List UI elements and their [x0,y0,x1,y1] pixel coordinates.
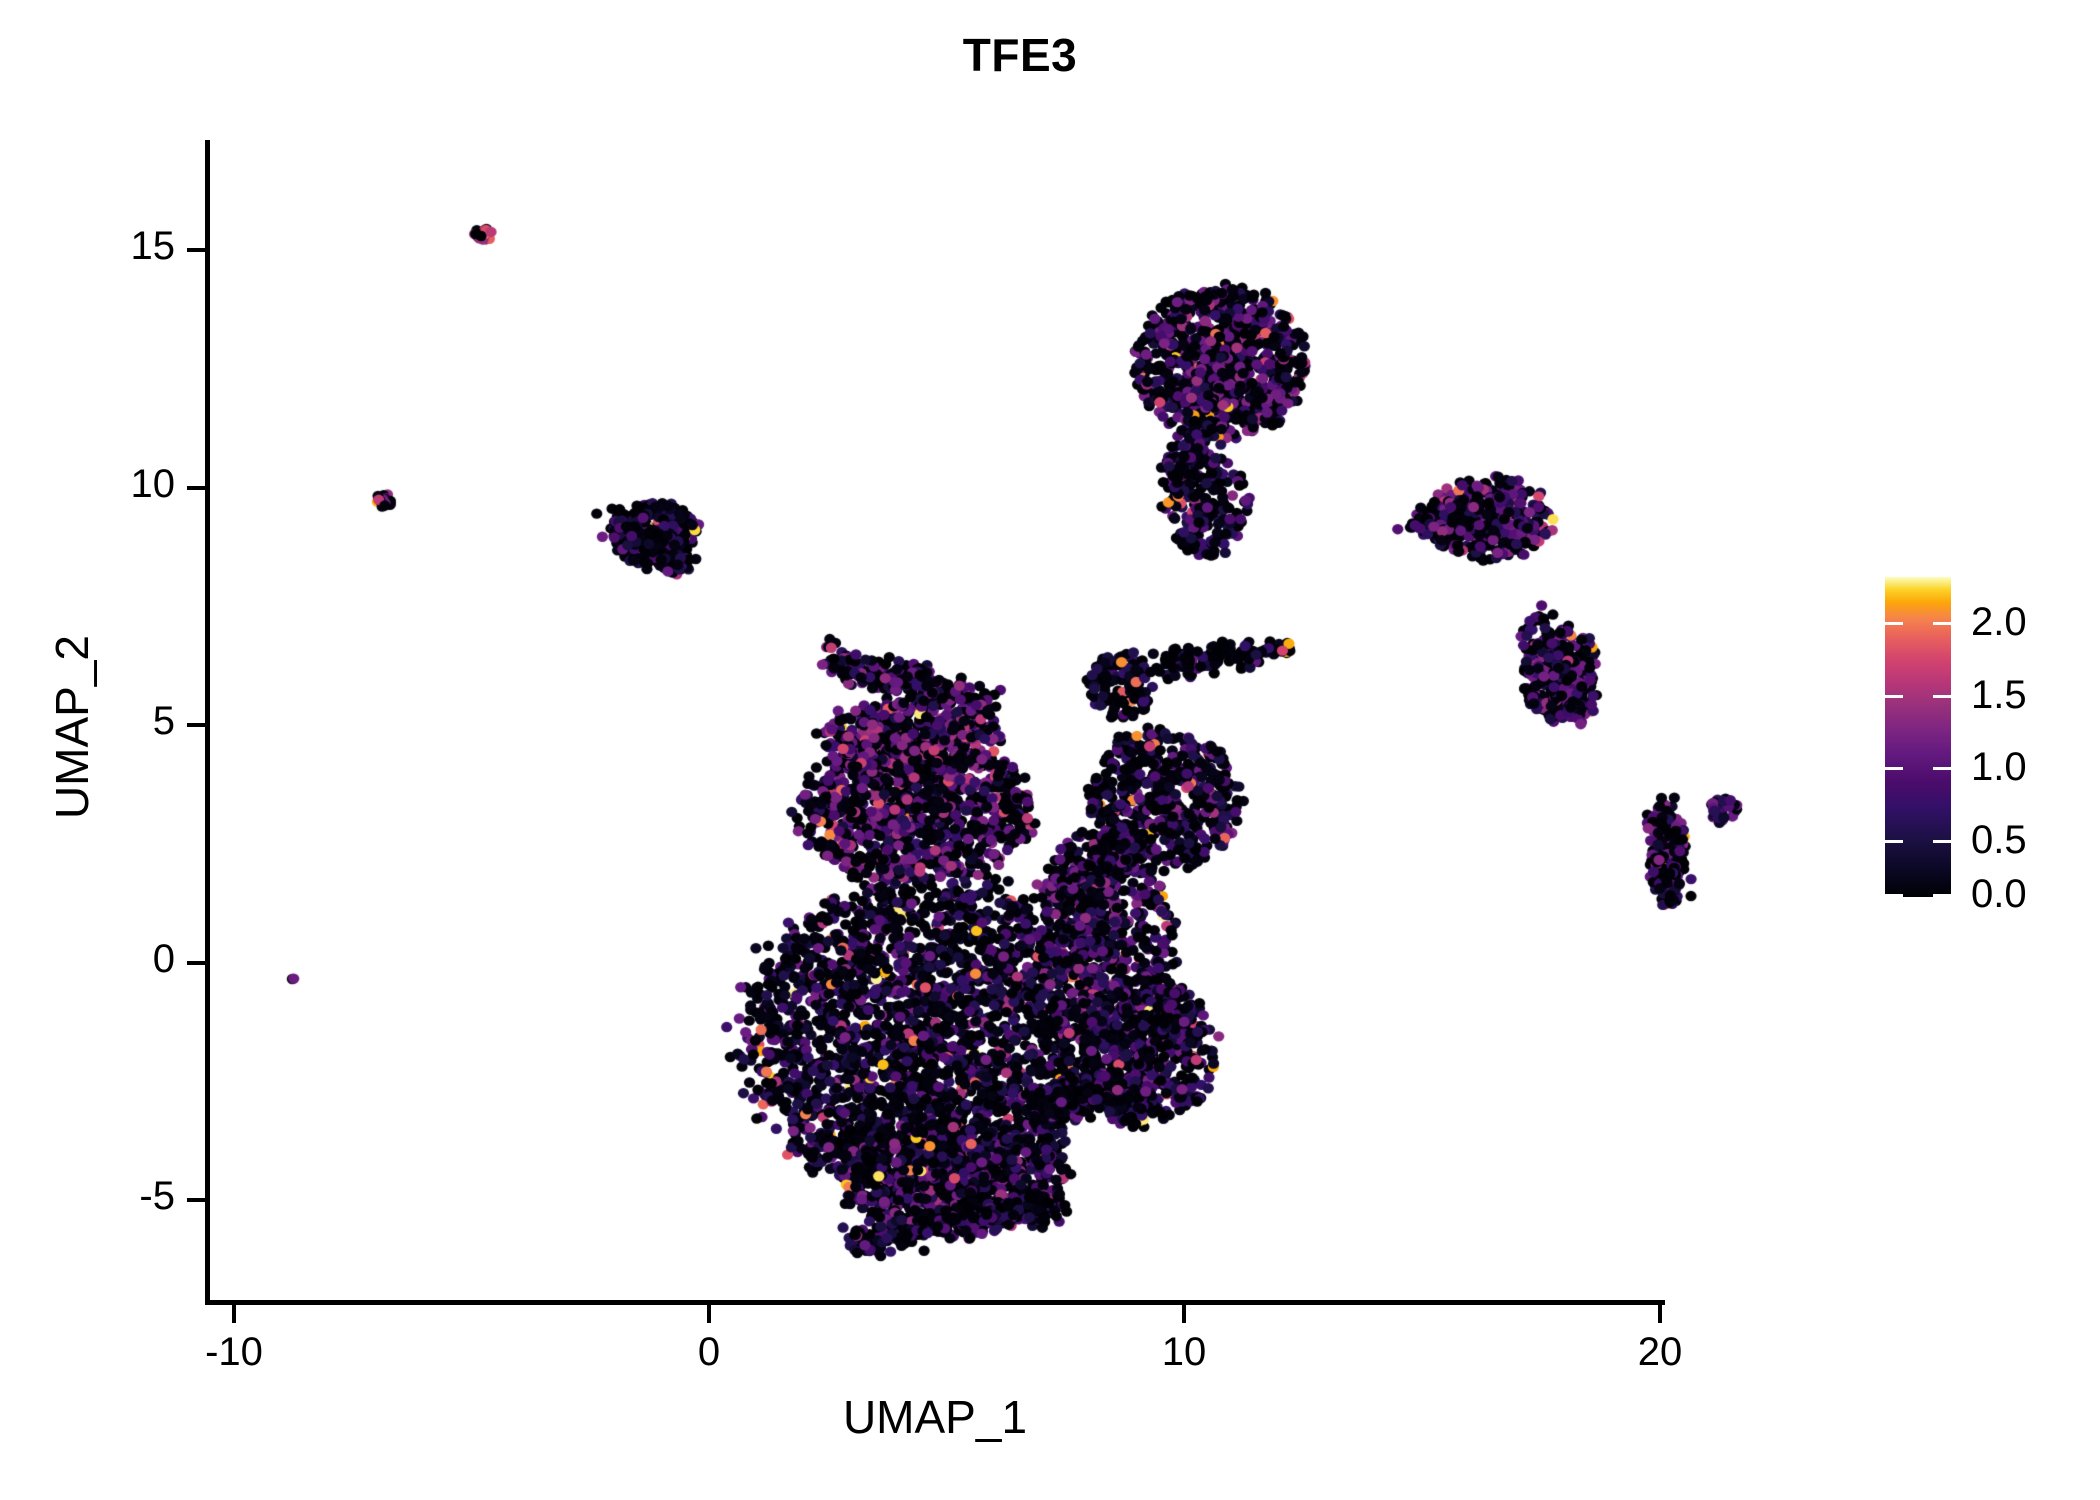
y-tick-mark [187,723,205,727]
colorbar-tick [1933,840,1951,843]
colorbar-tick-label: 0.5 [1971,818,2027,862]
x-tick-label: 20 [1637,1330,1683,1374]
x-tick-mark [707,1305,711,1323]
y-tick-mark [187,486,205,490]
x-tick-mark [1182,1305,1186,1323]
y-tick-mark [187,248,205,252]
colorbar-tick [1933,622,1951,625]
x-tick-label: -10 [205,1330,263,1374]
colorbar-tick [1933,767,1951,770]
colorbar-tick [1885,767,1903,770]
colorbar-tick [1933,894,1951,897]
colorbar-tick [1885,695,1903,698]
y-axis-line [205,140,210,1305]
colorbar-tick-label: 1.0 [1971,745,2027,789]
y-tick-label: 0 [152,937,175,981]
y-axis-label: UMAP_2 [46,634,98,820]
x-tick-mark [232,1305,236,1323]
colorbar-tick [1885,840,1903,843]
x-axis-line [205,1300,1665,1305]
y-tick-label: 15 [130,224,176,268]
colorbar-gradient [1885,577,1951,897]
y-tick-label: -5 [139,1174,175,1218]
y-tick-label: 10 [130,462,176,506]
colorbar-tick [1885,894,1903,897]
colorbar-tick-label: 2.0 [1971,600,2027,644]
x-tick-mark [1658,1305,1662,1323]
x-tick-label: 10 [1161,1330,1207,1374]
y-tick-mark [187,961,205,965]
colorbar-tick [1885,622,1903,625]
colorbar-tick-label: 1.5 [1971,673,2027,717]
y-tick-label: 5 [152,699,175,743]
x-axis-label: UMAP_1 [842,1391,1028,1443]
colorbar-tick-label: 0.0 [1971,872,2027,916]
x-tick-label: 0 [697,1330,721,1374]
colorbar-tick [1933,695,1951,698]
y-tick-mark [187,1198,205,1202]
